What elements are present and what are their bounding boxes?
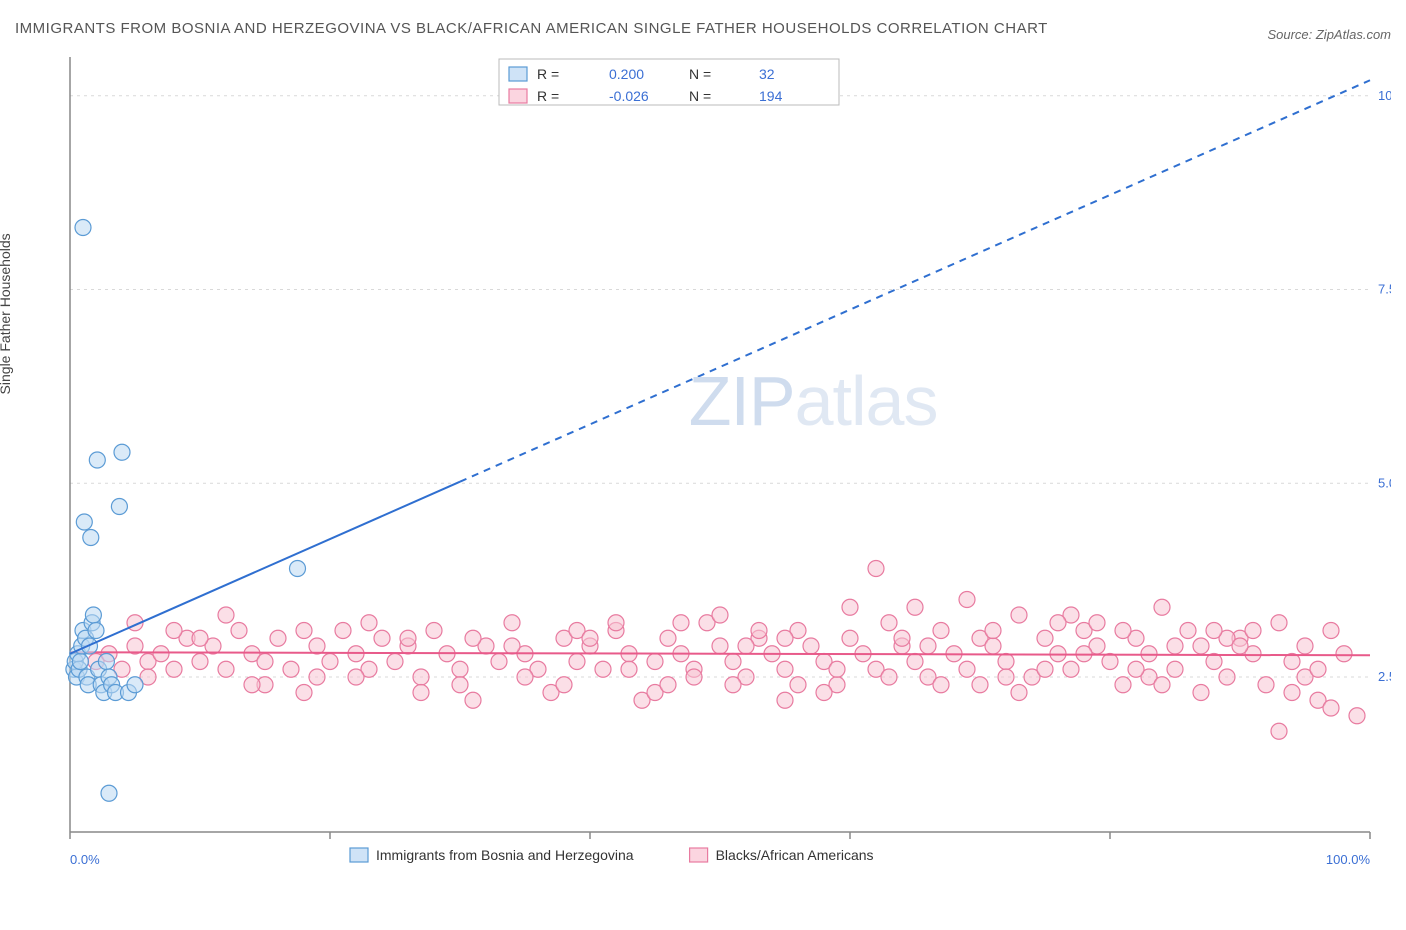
series-pink bbox=[88, 561, 1365, 740]
y-tick-label: 2.5% bbox=[1378, 669, 1391, 684]
legend-item-label: Blacks/African Americans bbox=[716, 847, 874, 863]
legend-item-label: Immigrants from Bosnia and Herzegovina bbox=[376, 847, 634, 863]
svg-text:N =: N = bbox=[689, 66, 711, 82]
source-attribution: Source: ZipAtlas.com bbox=[1267, 27, 1391, 42]
y-tick-label: 5.0% bbox=[1378, 475, 1391, 490]
page-title: IMMIGRANTS FROM BOSNIA AND HERZEGOVINA V… bbox=[15, 15, 1048, 42]
scatter-chart: 2.5% 5.0% 7.5% 10.0% 0.0% 100.0% R = 0.200 N = 32… bbox=[15, 52, 1391, 882]
y-tick-label: 10.0% bbox=[1378, 88, 1391, 103]
x-tick-label: 100.0% bbox=[1326, 852, 1371, 867]
svg-text:0.200: 0.200 bbox=[609, 66, 644, 82]
x-tick-label: 0.0% bbox=[70, 852, 100, 867]
svg-text:194: 194 bbox=[759, 88, 783, 104]
y-axis-label: Single Father Households bbox=[0, 233, 13, 394]
svg-text:R =: R = bbox=[537, 88, 559, 104]
svg-text:R =: R = bbox=[537, 66, 559, 82]
chart-container: Single Father Households ZIPatlas 2.5%5.… bbox=[15, 52, 1391, 882]
y-tick-label: 7.5% bbox=[1378, 282, 1391, 297]
svg-text:N =: N = bbox=[689, 88, 711, 104]
header: IMMIGRANTS FROM BOSNIA AND HERZEGOVINA V… bbox=[15, 15, 1391, 42]
legend-bottom: Immigrants from Bosnia and Herzegovina Bl… bbox=[350, 847, 874, 863]
svg-text:-0.026: -0.026 bbox=[609, 88, 649, 104]
legend-stats: R = 0.200 N = 32 R = -0.026 N = 194 bbox=[499, 59, 839, 105]
trendline-blue-solid bbox=[70, 482, 460, 654]
svg-text:32: 32 bbox=[759, 66, 775, 82]
series-blue bbox=[66, 220, 306, 802]
trendline-blue-dashed bbox=[460, 80, 1370, 481]
